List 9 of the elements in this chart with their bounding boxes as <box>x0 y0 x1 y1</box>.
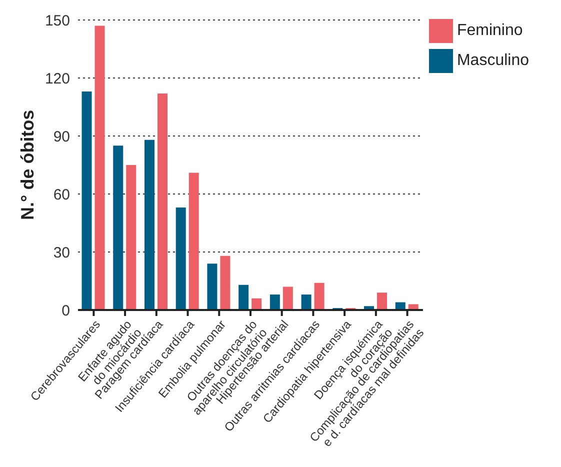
y-tick-label: 120 <box>44 70 70 88</box>
y-tick-label: 60 <box>53 186 70 204</box>
y-axis-title: N.° de óbitos <box>17 110 38 220</box>
y-tick-label: 0 <box>62 302 70 320</box>
y-tick-label: 150 <box>44 12 70 30</box>
y-tick-label: 30 <box>53 244 70 262</box>
legend-label: Masculino <box>456 52 529 69</box>
y-tick-label: 90 <box>53 128 70 146</box>
legend-label: Feminino <box>456 22 523 39</box>
